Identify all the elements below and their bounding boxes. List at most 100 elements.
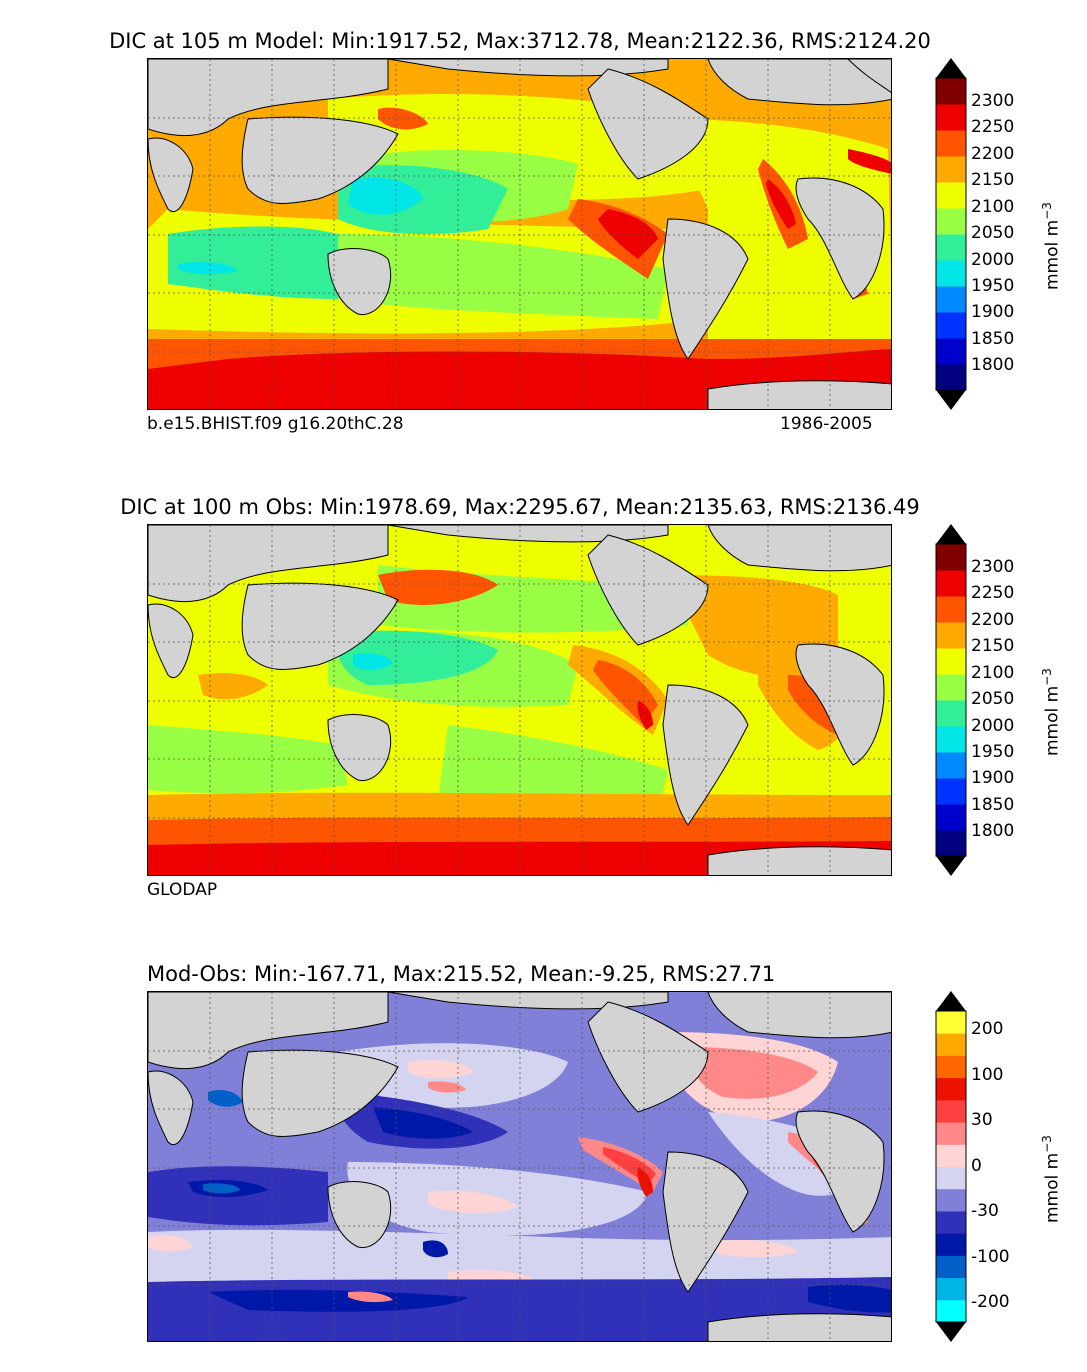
colorbar-outline	[935, 543, 967, 857]
cb-tick-label: 100	[971, 1065, 1004, 1085]
years-label: 1986-2005	[780, 414, 873, 434]
colorbar-swatch	[936, 260, 966, 287]
cb-tick-label: 2150	[971, 636, 1015, 656]
colorbar-swatch	[936, 570, 966, 597]
colorbar-swatch	[936, 338, 966, 365]
case-label: b.e15.BHIST.f09 g16.20thC.28	[147, 414, 404, 434]
cb-tick-label: 2200	[971, 610, 1015, 630]
cb-tick-label: -100	[971, 1247, 1010, 1267]
cb-tick-label: 2100	[971, 663, 1015, 683]
colorbar-swatch	[936, 1122, 966, 1145]
colorbar-swatch	[936, 778, 966, 805]
cb-tick-label: 200	[971, 1019, 1004, 1039]
cb-tick-label: 2100	[971, 197, 1015, 217]
panel-title: Mod-Obs: Min:-167.71, Max:215.52, Mean:-…	[147, 962, 776, 986]
colorbar-model-swatches	[935, 58, 967, 410]
cb-tick-label: 1950	[971, 742, 1015, 762]
colorbar-swatch	[936, 1255, 966, 1279]
colorbar-outline	[935, 77, 967, 391]
colorbar-swatch	[936, 1033, 966, 1056]
colorbar-swatch	[936, 182, 966, 209]
colorbar-model	[935, 58, 967, 410]
cb-tick-label: 30	[971, 1110, 993, 1130]
colorbar-swatch	[936, 1099, 966, 1123]
colorbar-units: mmol m−3	[1040, 668, 1063, 756]
colorbar-swatch	[936, 78, 966, 105]
panel-title: DIC at 105 m Model: Min:1917.52, Max:371…	[109, 29, 931, 53]
cb-tick-label: 0	[971, 1156, 982, 1176]
cb-tick-label: 1900	[971, 768, 1015, 788]
colorbar-diff	[935, 991, 967, 1342]
source-label: GLODAP	[147, 880, 218, 900]
colorbar-units: mmol m−3	[1040, 1135, 1063, 1223]
colorbar-swatch	[936, 1233, 966, 1256]
cb-tick-label: 2300	[971, 91, 1015, 111]
colorbar-outline	[935, 1010, 967, 1323]
cb-tick-label: 2150	[971, 170, 1015, 190]
colorbar-extend-max	[936, 58, 966, 78]
colorbar-swatch	[936, 1011, 966, 1034]
colorbar-swatch	[936, 830, 966, 857]
cb-tick-label: -30	[971, 1201, 999, 1221]
colorbar-swatch	[936, 1277, 966, 1301]
colorbar-swatch	[936, 234, 966, 261]
colorbar-swatch	[936, 1055, 966, 1079]
colorbar-swatch	[936, 156, 966, 183]
cb-tick-label: 1800	[971, 821, 1015, 841]
panel-diff: Mod-Obs: Min:-167.71, Max:215.52, Mean:-…	[0, 933, 1087, 1372]
colorbar-swatch	[936, 1144, 966, 1167]
colorbar-swatch	[936, 208, 966, 235]
colorbar-swatch	[936, 1166, 966, 1190]
map-diff	[147, 991, 892, 1342]
colorbar-obs	[935, 524, 967, 876]
cb-tick-label: 1850	[971, 329, 1015, 349]
cb-tick-label: 1900	[971, 302, 1015, 322]
map-obs-field	[148, 525, 891, 875]
colorbar-swatch	[936, 648, 966, 675]
colorbar-extend-max	[936, 991, 966, 1011]
cb-tick-label: 1800	[971, 355, 1015, 375]
colorbar-obs-swatches	[935, 524, 967, 876]
cb-tick-label: -200	[971, 1292, 1010, 1312]
colorbar-swatch	[936, 752, 966, 779]
colorbar-extend-min	[936, 1322, 966, 1342]
colorbar-swatch	[936, 1210, 966, 1234]
colorbar-swatch	[936, 700, 966, 727]
colorbar-diff-swatches	[935, 991, 967, 1342]
colorbar-swatch	[936, 622, 966, 649]
cb-tick-label: 1850	[971, 795, 1015, 815]
map-obs	[147, 524, 892, 876]
cb-tick-label: 2000	[971, 716, 1015, 736]
map-model-field	[148, 59, 891, 409]
colorbar-swatch	[936, 364, 966, 391]
colorbar-swatch	[936, 596, 966, 623]
map-model	[147, 58, 892, 410]
colorbar-swatch	[936, 312, 966, 339]
colorbar-swatch	[936, 674, 966, 701]
panel-title: DIC at 100 m Obs: Min:1978.69, Max:2295.…	[120, 495, 920, 519]
cb-tick-label: 2050	[971, 223, 1015, 243]
map-diff-field	[148, 992, 891, 1341]
cb-tick-label: 2050	[971, 689, 1015, 709]
colorbar-swatch	[936, 726, 966, 753]
panel-obs: DIC at 100 m Obs: Min:1978.69, Max:2295.…	[0, 466, 1087, 926]
colorbar-swatch	[936, 286, 966, 313]
colorbar-swatch	[936, 804, 966, 831]
colorbar-swatch	[936, 104, 966, 131]
cb-tick-label: 2000	[971, 250, 1015, 270]
colorbar-swatch	[936, 1188, 966, 1212]
cb-tick-label: 2300	[971, 557, 1015, 577]
colorbar-extend-min	[936, 390, 966, 410]
cb-tick-label: 2250	[971, 583, 1015, 603]
colorbar-extend-max	[936, 524, 966, 544]
colorbar-swatch	[936, 130, 966, 157]
cb-tick-label: 2250	[971, 117, 1015, 137]
colorbar-swatch	[936, 1299, 966, 1323]
colorbar-extend-min	[936, 856, 966, 876]
cb-tick-label: 2200	[971, 144, 1015, 164]
colorbar-swatch	[936, 1077, 966, 1101]
panel-model: DIC at 105 m Model: Min:1917.52, Max:371…	[0, 0, 1087, 460]
cb-tick-label: 1950	[971, 276, 1015, 296]
colorbar-units: mmol m−3	[1040, 202, 1063, 290]
colorbar-swatch	[936, 544, 966, 571]
